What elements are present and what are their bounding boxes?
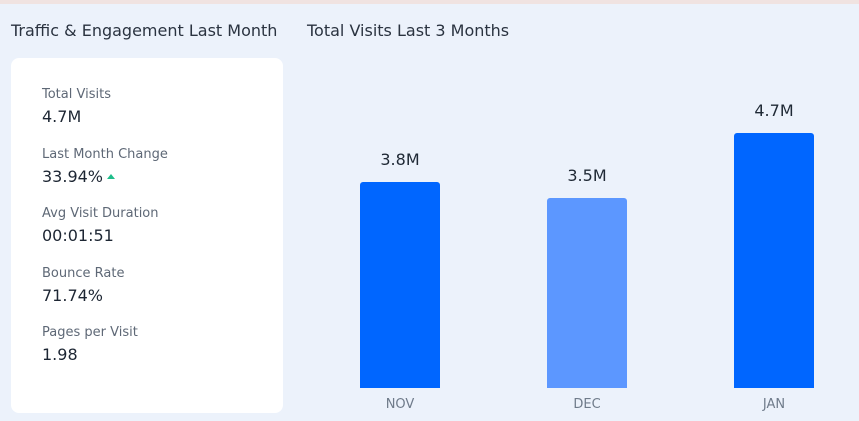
metric-pages-per-visit: Pages per Visit 1.98 bbox=[42, 325, 138, 365]
metric-total-visits: Total Visits 4.7M bbox=[42, 87, 111, 127]
metric-value: 4.7M bbox=[42, 107, 82, 126]
bar-value-label: 4.7M bbox=[754, 101, 794, 120]
bar-dec bbox=[547, 198, 627, 388]
metric-label: Avg Visit Duration bbox=[42, 206, 159, 221]
bar-value-label: 3.8M bbox=[380, 150, 420, 169]
metric-label: Last Month Change bbox=[42, 147, 168, 162]
section-title-total-visits: Total Visits Last 3 Months bbox=[307, 21, 510, 40]
metric-label: Total Visits bbox=[42, 87, 111, 102]
metric-last-month-change: Last Month Change 33.94% bbox=[42, 147, 168, 187]
metric-value: 33.94% bbox=[42, 167, 104, 186]
x-axis-label: DEC bbox=[573, 397, 601, 412]
metrics-card: Total Visits 4.7M Last Month Change 33.9… bbox=[11, 58, 283, 413]
top-strip bbox=[0, 0, 859, 4]
x-axis-label: NOV bbox=[385, 397, 415, 412]
bar-nov bbox=[360, 182, 440, 388]
metric-label: Bounce Rate bbox=[42, 266, 125, 281]
x-axis-label: JAN bbox=[762, 397, 786, 412]
total-visits-bar-chart: 3.8M NOV 3.5M DEC 4.7M JAN bbox=[296, 58, 859, 421]
metric-label: Pages per Visit bbox=[42, 325, 138, 340]
metric-avg-visit-duration: Avg Visit Duration 00:01:51 bbox=[42, 206, 159, 246]
metric-bounce-rate: Bounce Rate 71.74% bbox=[42, 266, 124, 306]
section-title-traffic-engagement: Traffic & Engagement Last Month bbox=[11, 21, 278, 40]
metric-value: 00:01:51 bbox=[42, 226, 114, 245]
metric-value: 71.74% bbox=[42, 286, 104, 305]
trend-up-icon bbox=[107, 174, 116, 179]
metric-value-row: 33.94% bbox=[42, 167, 168, 187]
bar-value-label: 3.5M bbox=[567, 166, 607, 185]
bar-jan bbox=[734, 133, 814, 388]
metric-value: 1.98 bbox=[42, 345, 78, 364]
